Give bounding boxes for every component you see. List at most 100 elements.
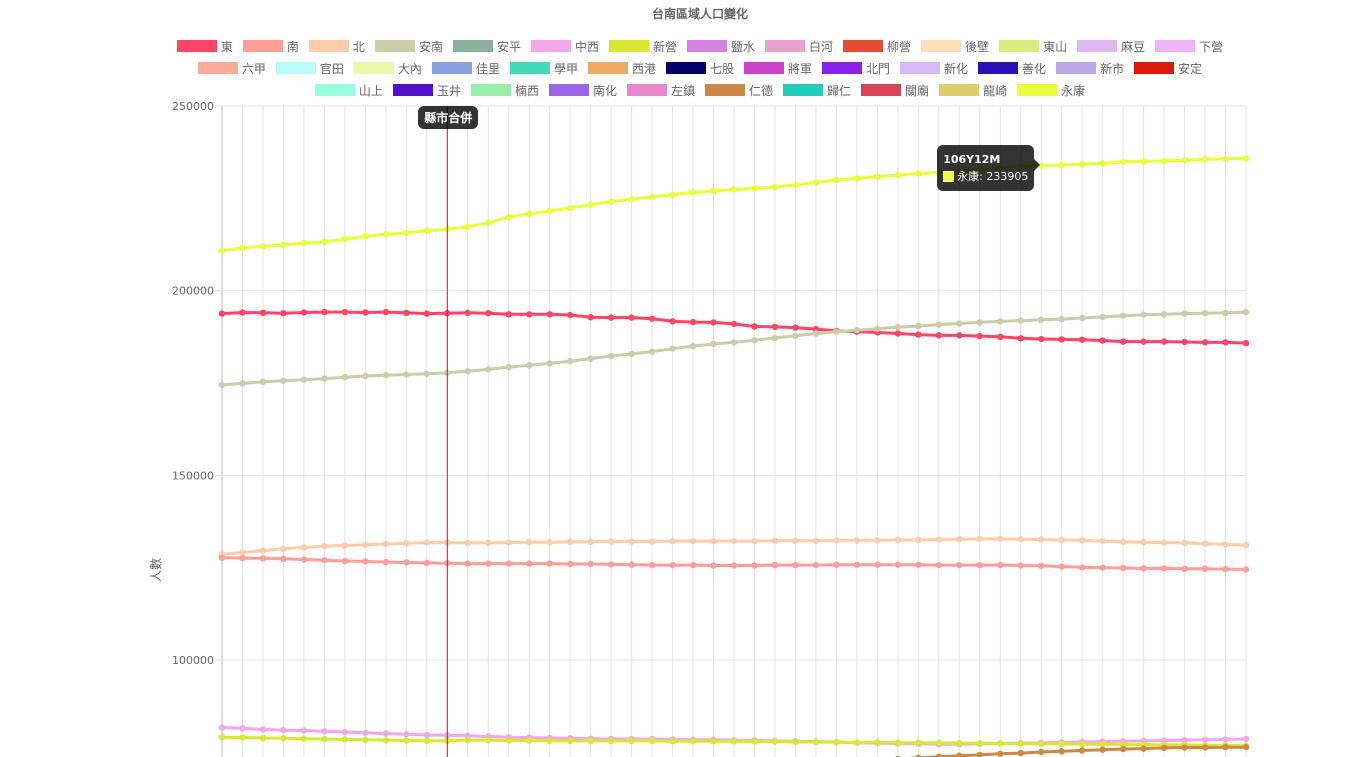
data-point[interactable] — [1242, 541, 1250, 549]
data-point[interactable] — [280, 735, 287, 742]
data-point[interactable] — [1201, 744, 1209, 751]
data-point[interactable] — [689, 318, 697, 326]
data-point[interactable] — [1078, 314, 1086, 322]
data-point[interactable] — [669, 318, 676, 325]
data-point[interactable] — [321, 735, 328, 743]
data-point[interactable] — [628, 314, 635, 321]
data-point[interactable] — [464, 560, 471, 567]
data-point[interactable] — [1119, 338, 1127, 345]
data-point[interactable] — [792, 332, 799, 339]
data-point[interactable] — [546, 560, 553, 567]
data-point[interactable] — [587, 560, 594, 568]
data-point[interactable] — [1119, 745, 1127, 753]
data-point[interactable] — [894, 536, 902, 544]
data-point[interactable] — [218, 381, 226, 389]
data-point[interactable] — [771, 323, 779, 331]
data-point[interactable] — [485, 560, 492, 567]
data-point[interactable] — [607, 561, 615, 568]
legend-item[interactable]: 下營 — [1155, 36, 1223, 56]
legend-item[interactable]: 歸仁 — [783, 80, 851, 100]
data-point[interactable] — [341, 308, 349, 316]
legend-item[interactable]: 北 — [308, 36, 365, 56]
data-point[interactable] — [771, 537, 779, 544]
data-point[interactable] — [1160, 311, 1168, 318]
data-point[interactable] — [341, 736, 349, 743]
data-point[interactable] — [648, 737, 656, 745]
data-point[interactable] — [1181, 736, 1188, 744]
data-point[interactable] — [997, 333, 1004, 341]
data-point[interactable] — [710, 340, 717, 348]
data-point[interactable] — [566, 737, 574, 745]
data-point[interactable] — [976, 319, 983, 326]
data-point[interactable] — [403, 229, 410, 236]
data-point[interactable] — [587, 201, 594, 208]
data-point[interactable] — [812, 330, 820, 337]
legend-item[interactable]: 六甲 — [197, 58, 266, 78]
data-point[interactable] — [1160, 737, 1168, 744]
data-point[interactable] — [894, 324, 902, 331]
data-point[interactable] — [321, 728, 328, 735]
data-point[interactable] — [1038, 562, 1045, 570]
data-point[interactable] — [403, 737, 410, 744]
data-point[interactable] — [1160, 539, 1168, 546]
data-point[interactable] — [710, 537, 717, 545]
data-point[interactable] — [587, 737, 594, 745]
data-point[interactable] — [403, 731, 410, 738]
data-point[interactable] — [1181, 157, 1188, 164]
data-point[interactable] — [587, 538, 594, 546]
legend-item[interactable]: 左鎮 — [626, 80, 695, 100]
data-point[interactable] — [730, 320, 738, 328]
data-point[interactable] — [403, 540, 410, 547]
data-point[interactable] — [341, 728, 349, 736]
data-point[interactable] — [648, 538, 656, 545]
data-point[interactable] — [833, 537, 840, 544]
data-point[interactable] — [1222, 736, 1229, 743]
data-point[interactable] — [239, 309, 246, 316]
data-point[interactable] — [382, 730, 390, 737]
data-point[interactable] — [1017, 536, 1024, 543]
data-point[interactable] — [1222, 541, 1229, 548]
data-point[interactable] — [628, 538, 635, 545]
data-point[interactable] — [1119, 538, 1127, 546]
data-point[interactable] — [362, 558, 369, 565]
data-point[interactable] — [546, 207, 553, 215]
legend-item[interactable]: 新化 — [900, 58, 968, 78]
data-point[interactable] — [218, 554, 226, 561]
legend-item[interactable]: 東山 — [999, 36, 1067, 56]
data-point[interactable] — [997, 561, 1004, 569]
data-point[interactable] — [259, 547, 267, 554]
data-point[interactable] — [505, 311, 512, 318]
data-point[interactable] — [1242, 155, 1250, 162]
legend-item[interactable]: 新市 — [1056, 58, 1124, 78]
data-point[interactable] — [669, 738, 676, 745]
legend-item[interactable]: 新營 — [608, 36, 677, 56]
data-point[interactable] — [566, 204, 574, 212]
data-point[interactable] — [894, 739, 902, 746]
data-point[interactable] — [1017, 317, 1024, 324]
data-point[interactable] — [1242, 743, 1250, 751]
data-point[interactable] — [362, 309, 369, 316]
data-point[interactable] — [464, 309, 471, 317]
data-point[interactable] — [976, 332, 983, 340]
data-point[interactable] — [1201, 339, 1209, 346]
data-point[interactable] — [894, 561, 902, 568]
data-point[interactable] — [853, 326, 861, 334]
data-point[interactable] — [812, 179, 820, 186]
data-point[interactable] — [1099, 537, 1106, 545]
data-point[interactable] — [382, 540, 390, 548]
data-point[interactable] — [300, 727, 308, 734]
data-point[interactable] — [956, 536, 963, 543]
data-point[interactable] — [423, 559, 430, 567]
data-point[interactable] — [218, 733, 226, 741]
data-point[interactable] — [505, 213, 512, 221]
data-point[interactable] — [1058, 536, 1065, 544]
data-point[interactable] — [526, 311, 533, 318]
data-point[interactable] — [464, 367, 471, 375]
data-point[interactable] — [1078, 741, 1086, 748]
data-point[interactable] — [997, 535, 1004, 543]
data-point[interactable] — [505, 737, 512, 744]
data-point[interactable] — [464, 223, 471, 230]
data-point[interactable] — [1222, 743, 1229, 751]
data-point[interactable] — [280, 545, 287, 553]
data-point[interactable] — [1160, 744, 1168, 752]
